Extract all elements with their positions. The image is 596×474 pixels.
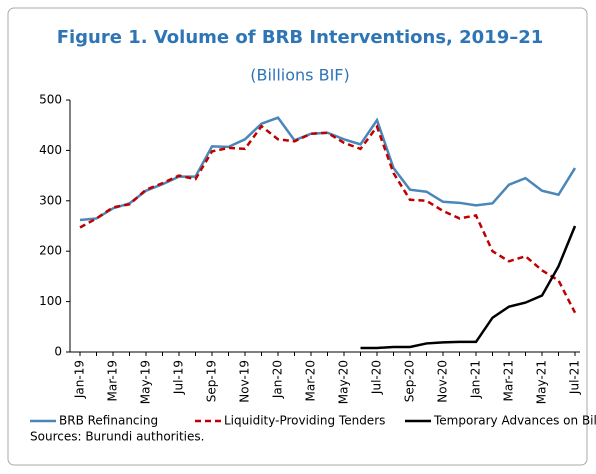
source-note: Sources: Burundi authorities.	[30, 430, 204, 444]
chart-title: Figure 1. Volume of BRB Interventions, 2…	[57, 27, 544, 48]
x-tick-label: Jan-21	[469, 360, 483, 399]
y-tick-label: 0	[54, 345, 62, 359]
x-tick-label: Jan-19	[73, 360, 87, 399]
x-tick-label: Mar-19	[106, 360, 120, 401]
x-tick-label: Jul-19	[172, 360, 186, 395]
x-tick-label: Nov-19	[238, 360, 252, 403]
y-tick-label: 300	[39, 193, 62, 207]
y-tick-label: 100	[39, 294, 62, 308]
x-tick-label: Sep-19	[205, 360, 219, 402]
y-tick-label: 400	[39, 143, 62, 157]
x-tick-label: Jan-20	[271, 360, 285, 399]
y-tick-label: 200	[39, 244, 62, 258]
x-tick-label: Mar-21	[502, 360, 516, 401]
x-tick-label: Nov-20	[436, 360, 450, 403]
y-tick-label: 500	[39, 93, 62, 107]
x-tick-label: Mar-20	[304, 360, 318, 401]
series-line	[79, 124, 577, 314]
legend-label: Temporary Advances on Bills	[433, 414, 596, 428]
frame	[7, 7, 588, 466]
x-tick-label: May-20	[337, 360, 351, 404]
series-line	[360, 225, 577, 350]
x-tick-label: Jul-20	[370, 360, 384, 395]
chart-subtitle: (Billions BIF)	[250, 66, 350, 85]
x-tick-label: Sep-20	[403, 360, 417, 402]
legend-label: Liquidity-Providing Tenders	[224, 414, 385, 428]
legend-label: BRB Refinancing	[59, 414, 158, 428]
x-tick-label: May-21	[535, 360, 549, 404]
x-tick-label: May-19	[139, 360, 153, 404]
x-tick-label: Jul-21	[568, 360, 582, 395]
